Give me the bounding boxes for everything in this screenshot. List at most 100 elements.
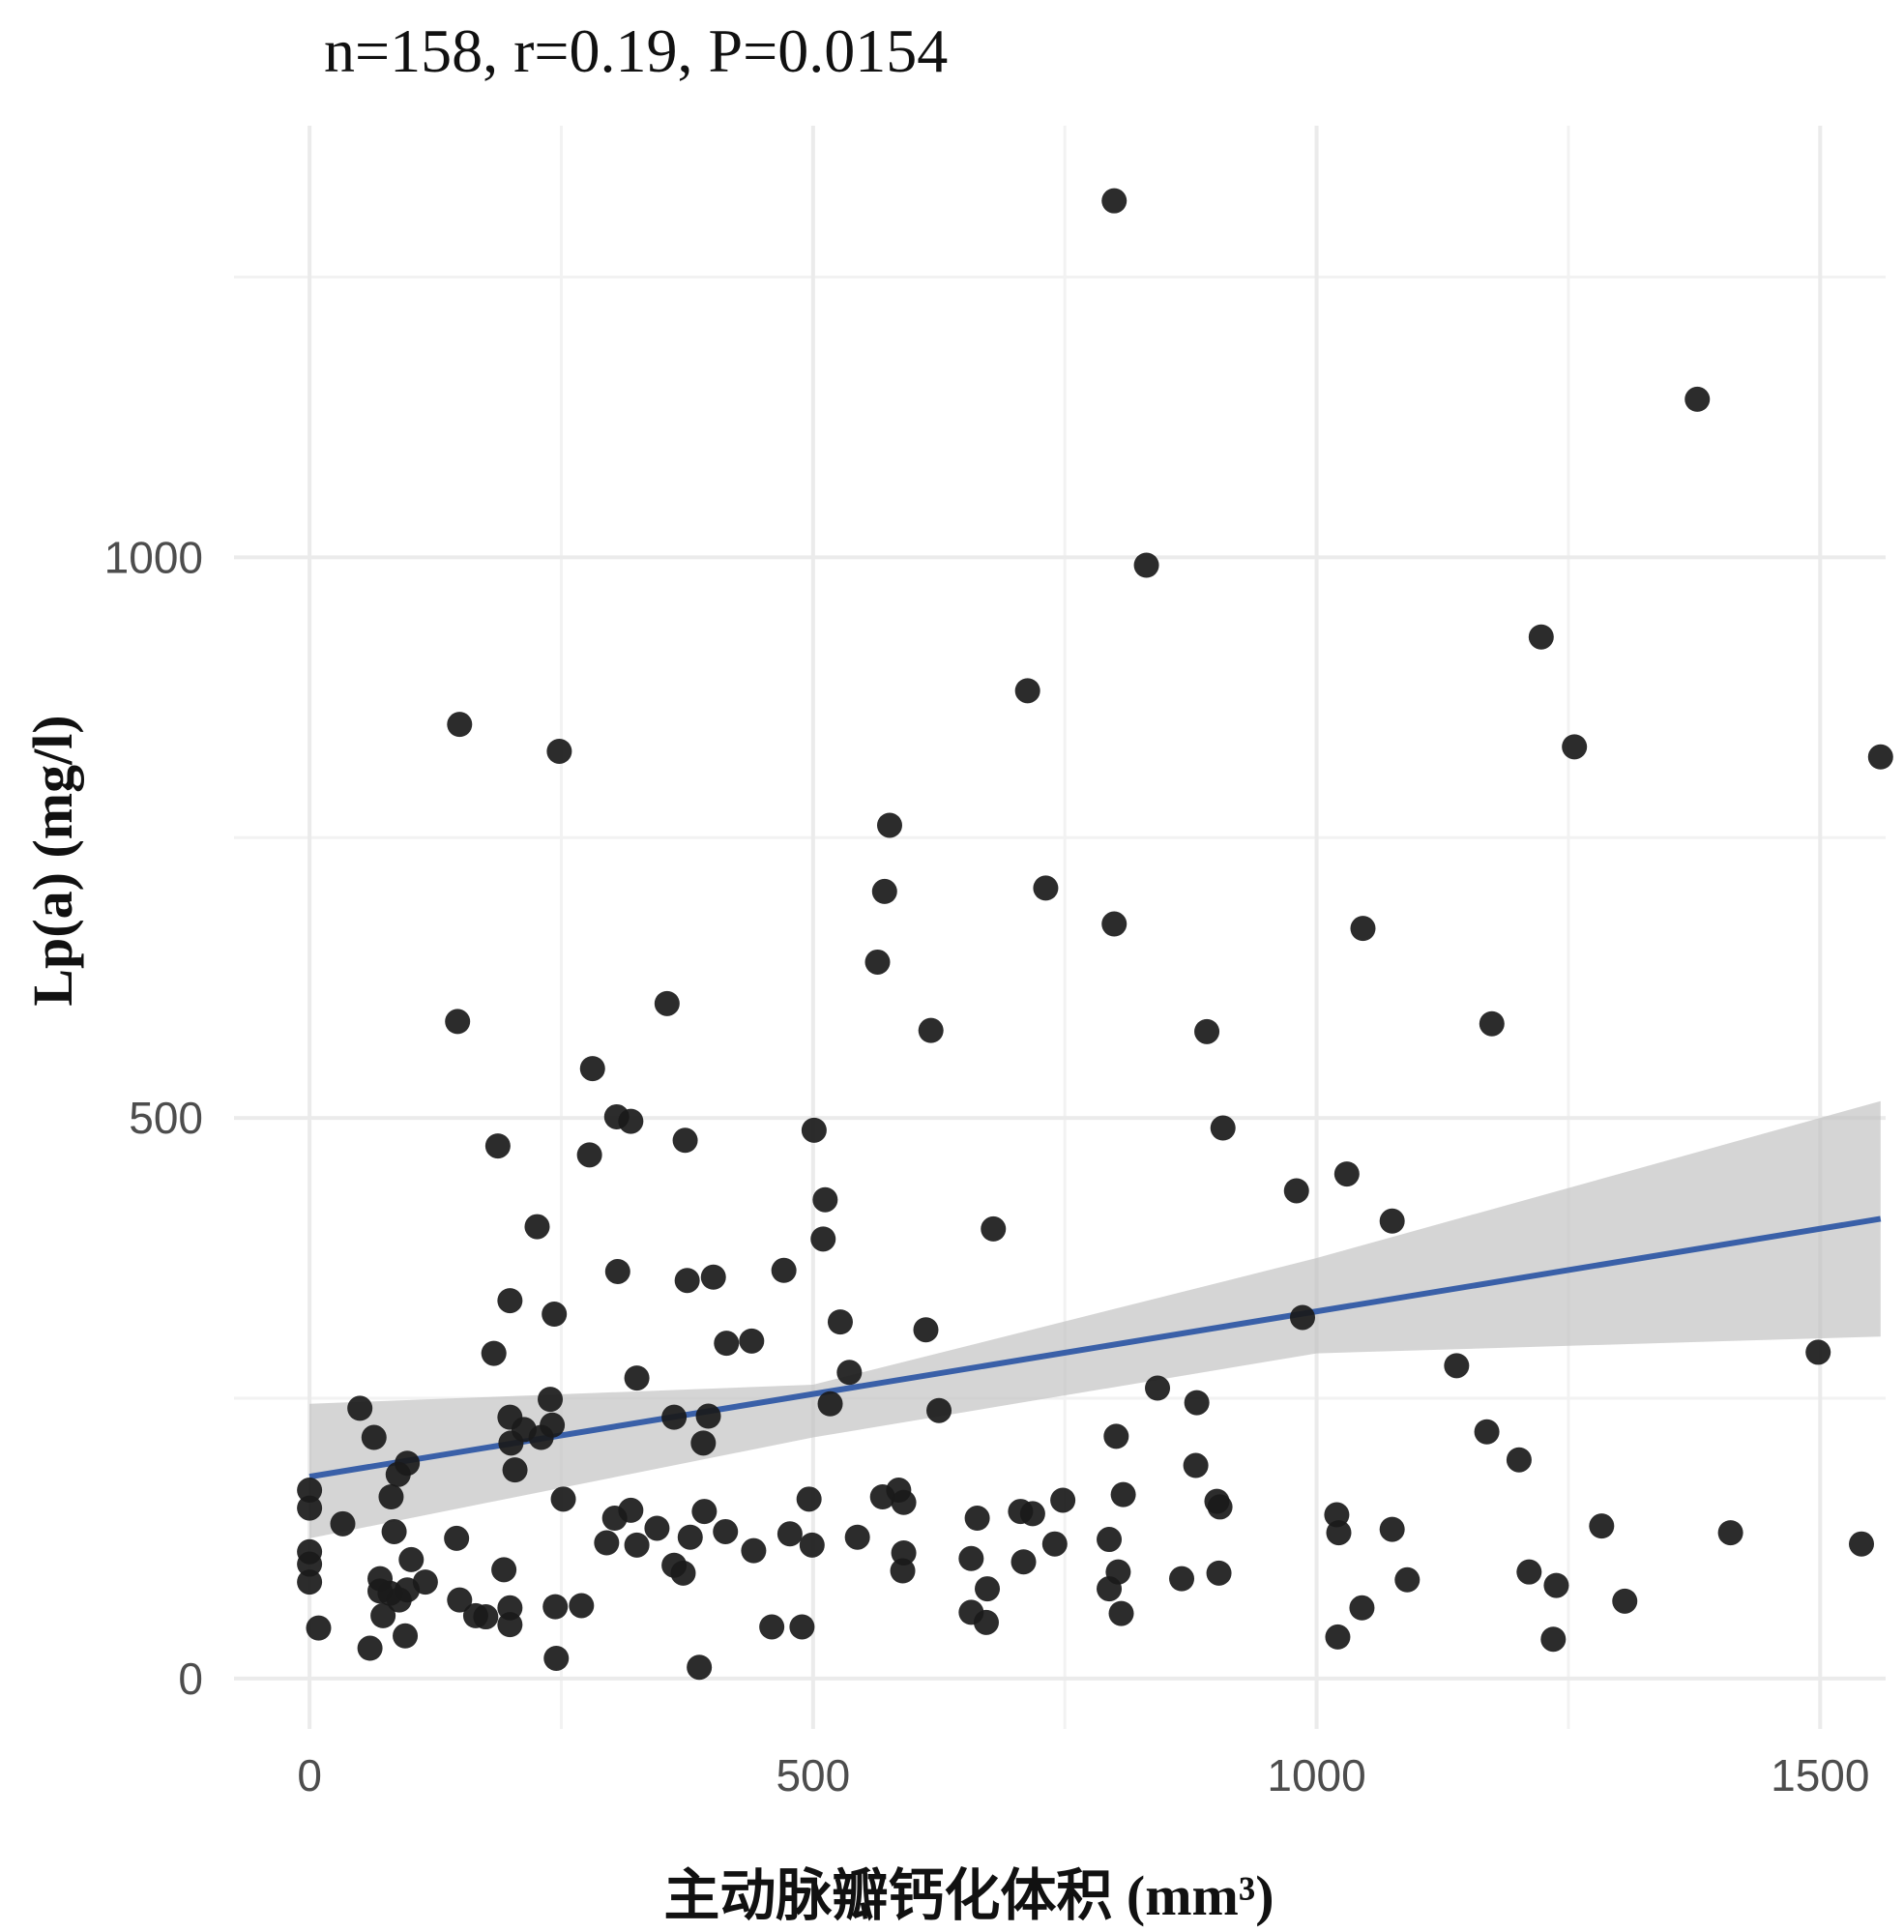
data-point [386, 1587, 412, 1613]
data-point [644, 1515, 670, 1541]
data-point [546, 738, 572, 764]
data-point [624, 1532, 650, 1558]
data-point [827, 1309, 853, 1335]
data-point [810, 1226, 836, 1252]
data-point [576, 1142, 602, 1168]
data-point [1379, 1516, 1405, 1542]
data-point [618, 1108, 644, 1134]
data-point [1325, 1624, 1351, 1650]
data-points [297, 188, 1893, 1681]
data-point [370, 1602, 396, 1628]
data-point [543, 1645, 570, 1671]
data-point [1849, 1531, 1875, 1557]
data-point [1528, 624, 1554, 650]
data-point [1506, 1447, 1532, 1473]
data-point [481, 1340, 507, 1366]
data-point [1589, 1513, 1615, 1539]
data-point [1169, 1566, 1195, 1592]
data-point [1184, 1390, 1210, 1416]
data-point [1206, 1560, 1232, 1586]
data-point [876, 812, 902, 838]
data-point [361, 1424, 387, 1450]
data-point [1444, 1353, 1470, 1379]
data-point [964, 1506, 990, 1532]
data-point [812, 1186, 838, 1213]
data-point [1612, 1588, 1638, 1614]
data-point [1289, 1304, 1315, 1331]
data-point [381, 1518, 407, 1544]
data-point [799, 1532, 825, 1558]
data-point [1101, 911, 1128, 937]
data-point [1326, 1520, 1352, 1546]
data-point [690, 1430, 717, 1456]
data-point [528, 1424, 554, 1450]
data-point [624, 1365, 650, 1391]
data-point [497, 1288, 523, 1314]
data-point [579, 1056, 605, 1082]
data-point [670, 1560, 696, 1586]
data-point [550, 1486, 576, 1512]
data-point [297, 1569, 323, 1595]
data-point [1207, 1494, 1233, 1520]
y-axis-ticks: 0 500 1000 [104, 532, 203, 1703]
data-point [691, 1499, 718, 1525]
data-point [1050, 1487, 1076, 1513]
data-point [542, 1594, 569, 1620]
data-point [1033, 875, 1059, 901]
data-point [1110, 1481, 1136, 1508]
data-point [347, 1395, 373, 1421]
data-point [1283, 1178, 1309, 1204]
data-point [473, 1604, 499, 1630]
data-point [891, 1489, 917, 1515]
data-point [542, 1302, 568, 1328]
data-point [817, 1390, 843, 1417]
data-point [958, 1545, 984, 1571]
data-point [1805, 1339, 1831, 1365]
data-point [498, 1430, 524, 1456]
data-point [1101, 188, 1128, 214]
data-point [1379, 1208, 1405, 1234]
data-point [1333, 1161, 1360, 1187]
data-point [869, 1483, 895, 1509]
data-point [604, 1258, 630, 1284]
data-point [538, 1387, 564, 1413]
x-tick-label: 500 [776, 1750, 850, 1800]
data-point [789, 1614, 815, 1640]
y-tick-label: 1000 [104, 532, 203, 582]
data-point [1516, 1559, 1542, 1585]
data-point [801, 1117, 827, 1143]
data-point [306, 1615, 332, 1641]
data-point [973, 1609, 999, 1635]
data-point [1479, 1010, 1505, 1037]
data-point [569, 1593, 595, 1619]
data-point [1097, 1527, 1123, 1553]
data-point [741, 1537, 767, 1564]
data-point [661, 1404, 688, 1430]
data-point [1562, 734, 1588, 760]
data-point [1145, 1375, 1171, 1401]
data-point [357, 1635, 383, 1661]
data-point [871, 878, 897, 904]
y-tick-label: 0 [178, 1654, 203, 1704]
data-point [447, 1587, 473, 1613]
data-point [1108, 1600, 1134, 1626]
data-point [1350, 916, 1376, 942]
data-point [398, 1546, 425, 1572]
data-point [674, 1268, 700, 1294]
data-point [677, 1524, 703, 1550]
data-point [714, 1331, 740, 1357]
data-point [445, 1009, 471, 1035]
data-point [1014, 678, 1040, 704]
data-point [687, 1654, 713, 1681]
data-point [1540, 1626, 1567, 1653]
data-point [1103, 1423, 1129, 1449]
data-point [739, 1328, 765, 1354]
data-point [1183, 1452, 1209, 1478]
data-point [836, 1360, 863, 1386]
data-point [1394, 1566, 1421, 1593]
data-point [654, 990, 680, 1016]
data-point [891, 1539, 917, 1566]
data-point [393, 1623, 419, 1649]
data-point [502, 1457, 528, 1483]
data-point [759, 1614, 785, 1640]
